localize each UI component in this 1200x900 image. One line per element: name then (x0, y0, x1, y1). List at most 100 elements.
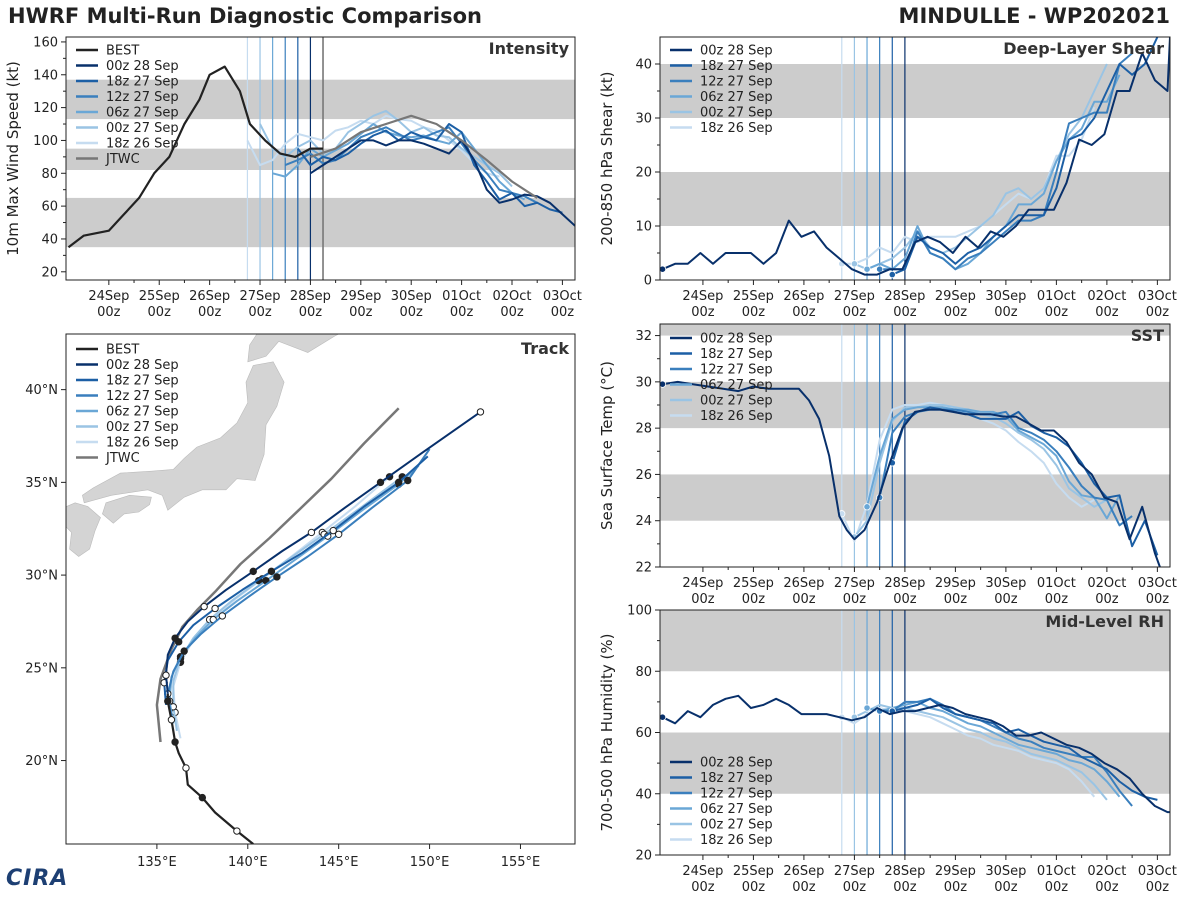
rh-xtick-date: 25Sep (733, 864, 774, 879)
track-frame (65, 333, 576, 845)
rh-xtick-date: 02Oct (1087, 864, 1126, 879)
sst-legend-label: 06z 27 Sep (700, 378, 773, 393)
intensity-legend-label: 12z 27 Sep (106, 90, 179, 105)
land-korea (0, 390, 57, 490)
track-panel-title: Track (521, 339, 569, 358)
sst-ylabel: Sea Surface Temp (°C) (598, 361, 616, 530)
sst-xtick-date: 01Oct (1037, 576, 1076, 591)
rh-xtick-hour: 00z (691, 880, 715, 895)
track-best-line-point (171, 738, 179, 746)
shear-xtick-date: 02Oct (1087, 289, 1126, 304)
sst-xtick-hour: 00z (742, 592, 766, 607)
track-00z-28-sep-point (376, 478, 385, 487)
intensity-ytick-label: 100 (33, 134, 58, 149)
sst-band-2 (660, 324, 1170, 336)
intensity-xtick-date: 30Sep (391, 289, 432, 304)
rh-series-00z-28-sep (662, 694, 1170, 814)
rh-ytick-label: 100 (627, 604, 652, 619)
rh-series-18z-27-sep (892, 697, 1158, 801)
rh-panel-title: Mid-Level RH (1045, 612, 1164, 631)
track-ytick-label: 30°N (25, 569, 58, 584)
shear-panel-title: Deep-Layer Shear (1003, 39, 1164, 58)
cira-logo: CIRA (6, 866, 69, 891)
shear-init-marker-00z-28-sep (660, 265, 667, 273)
intensity-xtick-hour: 00z (299, 305, 323, 320)
track-best-line (166, 693, 254, 844)
shear-series-18z-26-sep (841, 106, 1096, 265)
sst-xtick-hour: 00z (893, 592, 917, 607)
sst-legend-label: 18z 26 Sep (700, 409, 773, 424)
track-12z-27-sep-point (404, 476, 412, 485)
sst-xtick-hour: 00z (1146, 592, 1170, 607)
intensity-legend-label: 18z 27 Sep (106, 75, 179, 90)
track-legend-label: 00z 28 Sep (106, 358, 179, 373)
rh-xtick-hour: 00z (1095, 880, 1119, 895)
intensity-xtick-date: 03Oct (543, 289, 582, 304)
track-xtick-label: 140°E (228, 855, 268, 870)
track-00z-28-sep-point (307, 528, 316, 537)
shear-xtick-hour: 00z (944, 305, 968, 320)
shear-xtick-date: 24Sep (682, 289, 723, 304)
shear-panel: 01020304024Sep00z25Sep00z26Sep00z27Sep00… (598, 36, 1177, 320)
storm-identifier: MINDULLE - WP202021 (898, 4, 1170, 28)
rh-ytick-label: 80 (635, 665, 652, 680)
rh-series-18z-26-sep (841, 707, 1096, 798)
rh-xtick-date: 28Sep (884, 864, 925, 879)
shear-xtick-date: 29Sep (935, 289, 976, 304)
land-kyushu (66, 502, 101, 557)
intensity-legend-label: 00z 28 Sep (106, 59, 179, 74)
track-best-line-point (164, 697, 172, 705)
rh-init-marker-00z-28-sep (660, 713, 667, 721)
rh-legend-label: 00z 28 Sep (700, 756, 773, 771)
sst-ytick-label: 28 (635, 422, 652, 437)
intensity-plot-area (66, 37, 575, 280)
sst-ytick-label: 30 (635, 375, 652, 390)
land-hokkaido (247, 334, 340, 363)
track-06z-27-sep (168, 464, 420, 724)
shear-xtick-date: 30Sep (985, 289, 1026, 304)
figure-title: HWRF Multi-Run Diagnostic Comparison (8, 4, 483, 28)
sst-legend-label: 00z 27 Sep (700, 394, 773, 409)
rh-legend-label: 06z 27 Sep (700, 802, 773, 817)
shear-xtick-date: 25Sep (733, 289, 774, 304)
shear-xtick-date: 27Sep (834, 289, 875, 304)
rh-xtick-hour: 00z (1146, 880, 1170, 895)
sst-xtick-hour: 00z (691, 592, 715, 607)
shear-xtick-hour: 00z (1095, 305, 1119, 320)
shear-xtick-date: 28Sep (884, 289, 925, 304)
shear-init-marker-18z-27-sep (888, 270, 896, 279)
rh-legend-label: 00z 27 Sep (700, 818, 773, 833)
track-xtick-label: 145°E (319, 855, 359, 870)
sst-legend-label: 18z 27 Sep (700, 347, 773, 362)
rh-legend-label: 18z 26 Sep (700, 833, 773, 848)
intensity-series-06z-27-sep (272, 123, 526, 201)
sst-xtick-date: 27Sep (834, 576, 875, 591)
shear-xtick-hour: 00z (893, 305, 917, 320)
intensity-ytick-label: 20 (41, 265, 58, 280)
intensity-panel: 2040608010012014016024Sep00z25Sep00z26Se… (4, 35, 582, 320)
track-ytick-label: 20°N (25, 754, 58, 769)
rh-xtick-hour: 00z (1045, 880, 1069, 895)
sst-xtick-hour: 00z (944, 592, 968, 607)
rh-ytick-label: 60 (635, 726, 652, 741)
sst-series-06z-27-sep (866, 406, 1121, 520)
intensity-xtick-date: 29Sep (340, 289, 381, 304)
sst-legend-label: 12z 27 Sep (700, 363, 773, 378)
intensity-xtick-date: 24Sep (88, 289, 129, 304)
track-xtick-label: 150°E (410, 855, 450, 870)
shear-frame (659, 36, 1171, 281)
track-18z-27-sep (163, 455, 429, 705)
shear-xtick-hour: 00z (1146, 305, 1170, 320)
sst-xtick-hour: 00z (1045, 592, 1069, 607)
shear-ylabel: 200-850 hPa Shear (kt) (598, 72, 616, 246)
shear-init-marker-00z-27-sep (850, 260, 859, 268)
intensity-xtick-hour: 00z (248, 305, 272, 320)
shear-legend-label: 06z 27 Sep (700, 90, 773, 105)
intensity-legend-label: BEST (106, 44, 139, 59)
rh-legend-label: 18z 27 Sep (700, 771, 773, 786)
rh-init-marker-06z-27-sep (863, 704, 871, 712)
track-12z-27-sep-point (180, 647, 188, 655)
shear-series-00z-28-sep (662, 37, 1170, 276)
intensity-xtick-hour: 00z (551, 305, 575, 320)
